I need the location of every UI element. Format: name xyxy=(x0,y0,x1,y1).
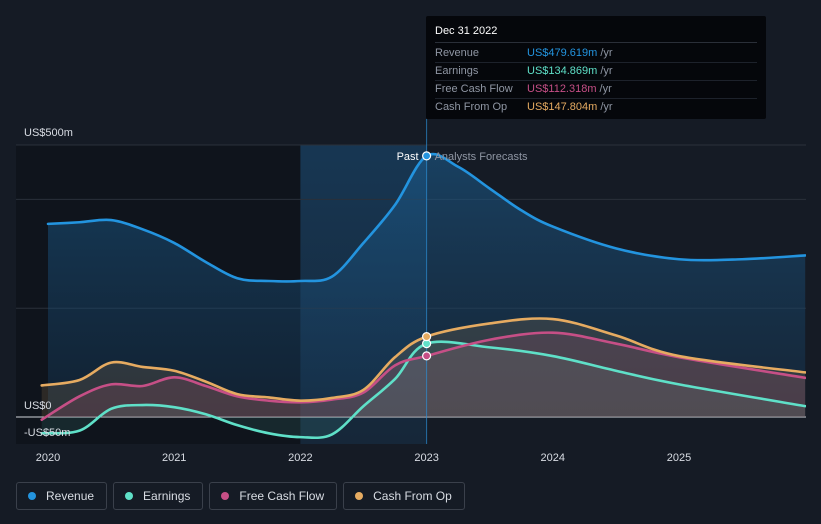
tooltip-label: Free Cash Flow xyxy=(435,83,513,95)
tooltip-unit: /yr xyxy=(600,101,613,113)
free-cash-flow-area xyxy=(41,332,806,420)
tooltip-row-free-cash-flow: Free Cash Flow US$112.318m /yr xyxy=(435,81,757,99)
tooltip-unit: /yr xyxy=(599,83,612,95)
legend: Revenue Earnings Free Cash Flow Cash Fro… xyxy=(16,482,465,510)
x-tick-label: 2022 xyxy=(288,452,312,464)
tooltip-unit: /yr xyxy=(600,47,613,59)
tooltip-row-revenue: Revenue US$479.619m /yr xyxy=(435,45,757,63)
free-cash-flow-marker xyxy=(422,351,432,361)
tooltip-value: US$112.318m xyxy=(527,83,597,95)
revenue-line xyxy=(46,152,806,283)
revenue-marker xyxy=(422,151,432,161)
y-axis-zero-label: US$0 xyxy=(24,400,52,412)
legend-dot-icon xyxy=(28,492,36,500)
tooltip-value: US$479.619m xyxy=(527,47,598,59)
tooltip-label: Revenue xyxy=(435,47,480,59)
legend-label: Cash From Op xyxy=(373,489,452,503)
forecast-label: Analysts Forecasts xyxy=(435,151,528,163)
legend-label: Free Cash Flow xyxy=(239,489,325,503)
free-cash-flow-line xyxy=(40,331,806,422)
tooltip-date: Dec 31 2022 xyxy=(435,25,757,43)
tooltip-unit: /yr xyxy=(600,65,613,77)
x-tick-label: 2021 xyxy=(162,452,186,464)
series-lines xyxy=(40,152,806,440)
tooltip-markers xyxy=(422,151,432,361)
tooltip-label: Cash From Op xyxy=(435,101,508,113)
legend-label: Earnings xyxy=(143,489,191,503)
x-tick-label: 2023 xyxy=(414,452,438,464)
earnings-area xyxy=(41,341,806,438)
legend-dot-icon xyxy=(125,492,134,500)
x-tick-label: 2025 xyxy=(667,452,691,464)
earnings-line xyxy=(40,340,806,440)
tooltip-row-cash-from-op: Cash From Op US$147.804m /yr xyxy=(435,99,757,116)
legend-item-cash-from-op[interactable]: Cash From Op xyxy=(343,482,465,510)
cash-from-op-line xyxy=(40,317,806,402)
legend-item-revenue[interactable]: Revenue xyxy=(16,482,108,510)
x-tick-label: 2020 xyxy=(36,452,60,464)
tooltip: Dec 31 2022 Revenue US$479.619m /yr Earn… xyxy=(426,16,766,119)
axis-labels: US$500m US$0 -US$50m 2020 2021 2022 2023 2024 20… xyxy=(24,127,691,464)
tooltip-value: US$147.804m xyxy=(527,101,598,113)
tooltip-row-earnings: Earnings US$134.869m /yr xyxy=(435,63,757,81)
tooltip-value: US$134.869m xyxy=(527,65,598,77)
past-forecast-divider: Past Analysts Forecasts xyxy=(397,119,528,444)
y-axis-top-label: US$500m xyxy=(24,127,73,139)
legend-item-free-cash-flow[interactable]: Free Cash Flow xyxy=(209,482,338,510)
x-tick-label: 2024 xyxy=(541,452,565,464)
tooltip-label: Earnings xyxy=(435,65,479,77)
legend-dot-icon xyxy=(221,492,230,500)
legend-dot-icon xyxy=(355,492,364,500)
legend-label: Revenue xyxy=(46,489,95,503)
legend-item-earnings[interactable]: Earnings xyxy=(113,482,204,510)
y-axis-neg-label: -US$50m xyxy=(24,427,70,439)
past-label: Past xyxy=(397,151,419,163)
cash-from-op-marker xyxy=(422,331,432,342)
